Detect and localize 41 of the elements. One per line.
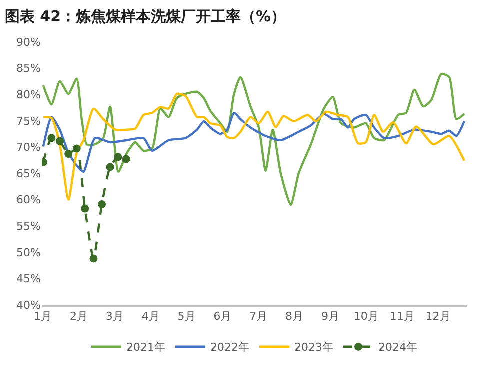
point	[48, 134, 56, 142]
x-tick-label: 3月	[106, 310, 124, 323]
point	[114, 153, 122, 162]
point	[122, 155, 130, 164]
y-tick-label: 75%	[16, 114, 41, 128]
x-tick-label: 9月	[321, 310, 340, 323]
x-tick-label: 6月	[214, 310, 232, 323]
point	[81, 204, 90, 213]
x-tick-label: 2月	[70, 310, 88, 323]
line-series	[42, 112, 466, 174]
x-tick-label: 11月	[390, 310, 415, 323]
line-series	[42, 72, 466, 206]
y-tick-label: 70%	[16, 141, 41, 154]
y-tick-label: 40%	[16, 298, 41, 312]
y-tick-label: 60%	[16, 194, 41, 207]
point	[72, 144, 81, 153]
x-tick-label: 8月	[286, 310, 304, 323]
legend-label: 2021年	[126, 341, 166, 354]
line-series	[42, 92, 466, 201]
x-tick-label: 4月	[142, 310, 160, 323]
legend-label: 2022年	[210, 341, 250, 354]
y-tick-label: 85%	[16, 62, 41, 76]
legend-label: 2023年	[294, 341, 334, 354]
x-tick-label: 1月	[34, 310, 52, 323]
x-tick-label: 12月	[426, 310, 451, 323]
y-tick-label: 90%	[16, 36, 41, 49]
point	[90, 254, 98, 263]
point	[64, 150, 73, 158]
legend-label: 2024年	[378, 341, 418, 354]
y-tick-label: 80%	[16, 88, 41, 102]
point	[98, 200, 106, 209]
y-tick-label: 55%	[16, 220, 41, 233]
y-tick-label: 45%	[16, 272, 41, 286]
x-tick-label: 10月	[354, 310, 379, 323]
point	[56, 137, 64, 146]
y-tick-label: 65%	[16, 167, 41, 180]
x-tick-label: 5月	[178, 310, 196, 323]
point	[106, 163, 114, 172]
chart-title: 图表 42：炼焦煤样本洗煤厂开工率（%）	[4, 8, 286, 26]
y-tick-label: 50%	[16, 246, 41, 260]
x-tick-label: 7月	[250, 310, 268, 323]
